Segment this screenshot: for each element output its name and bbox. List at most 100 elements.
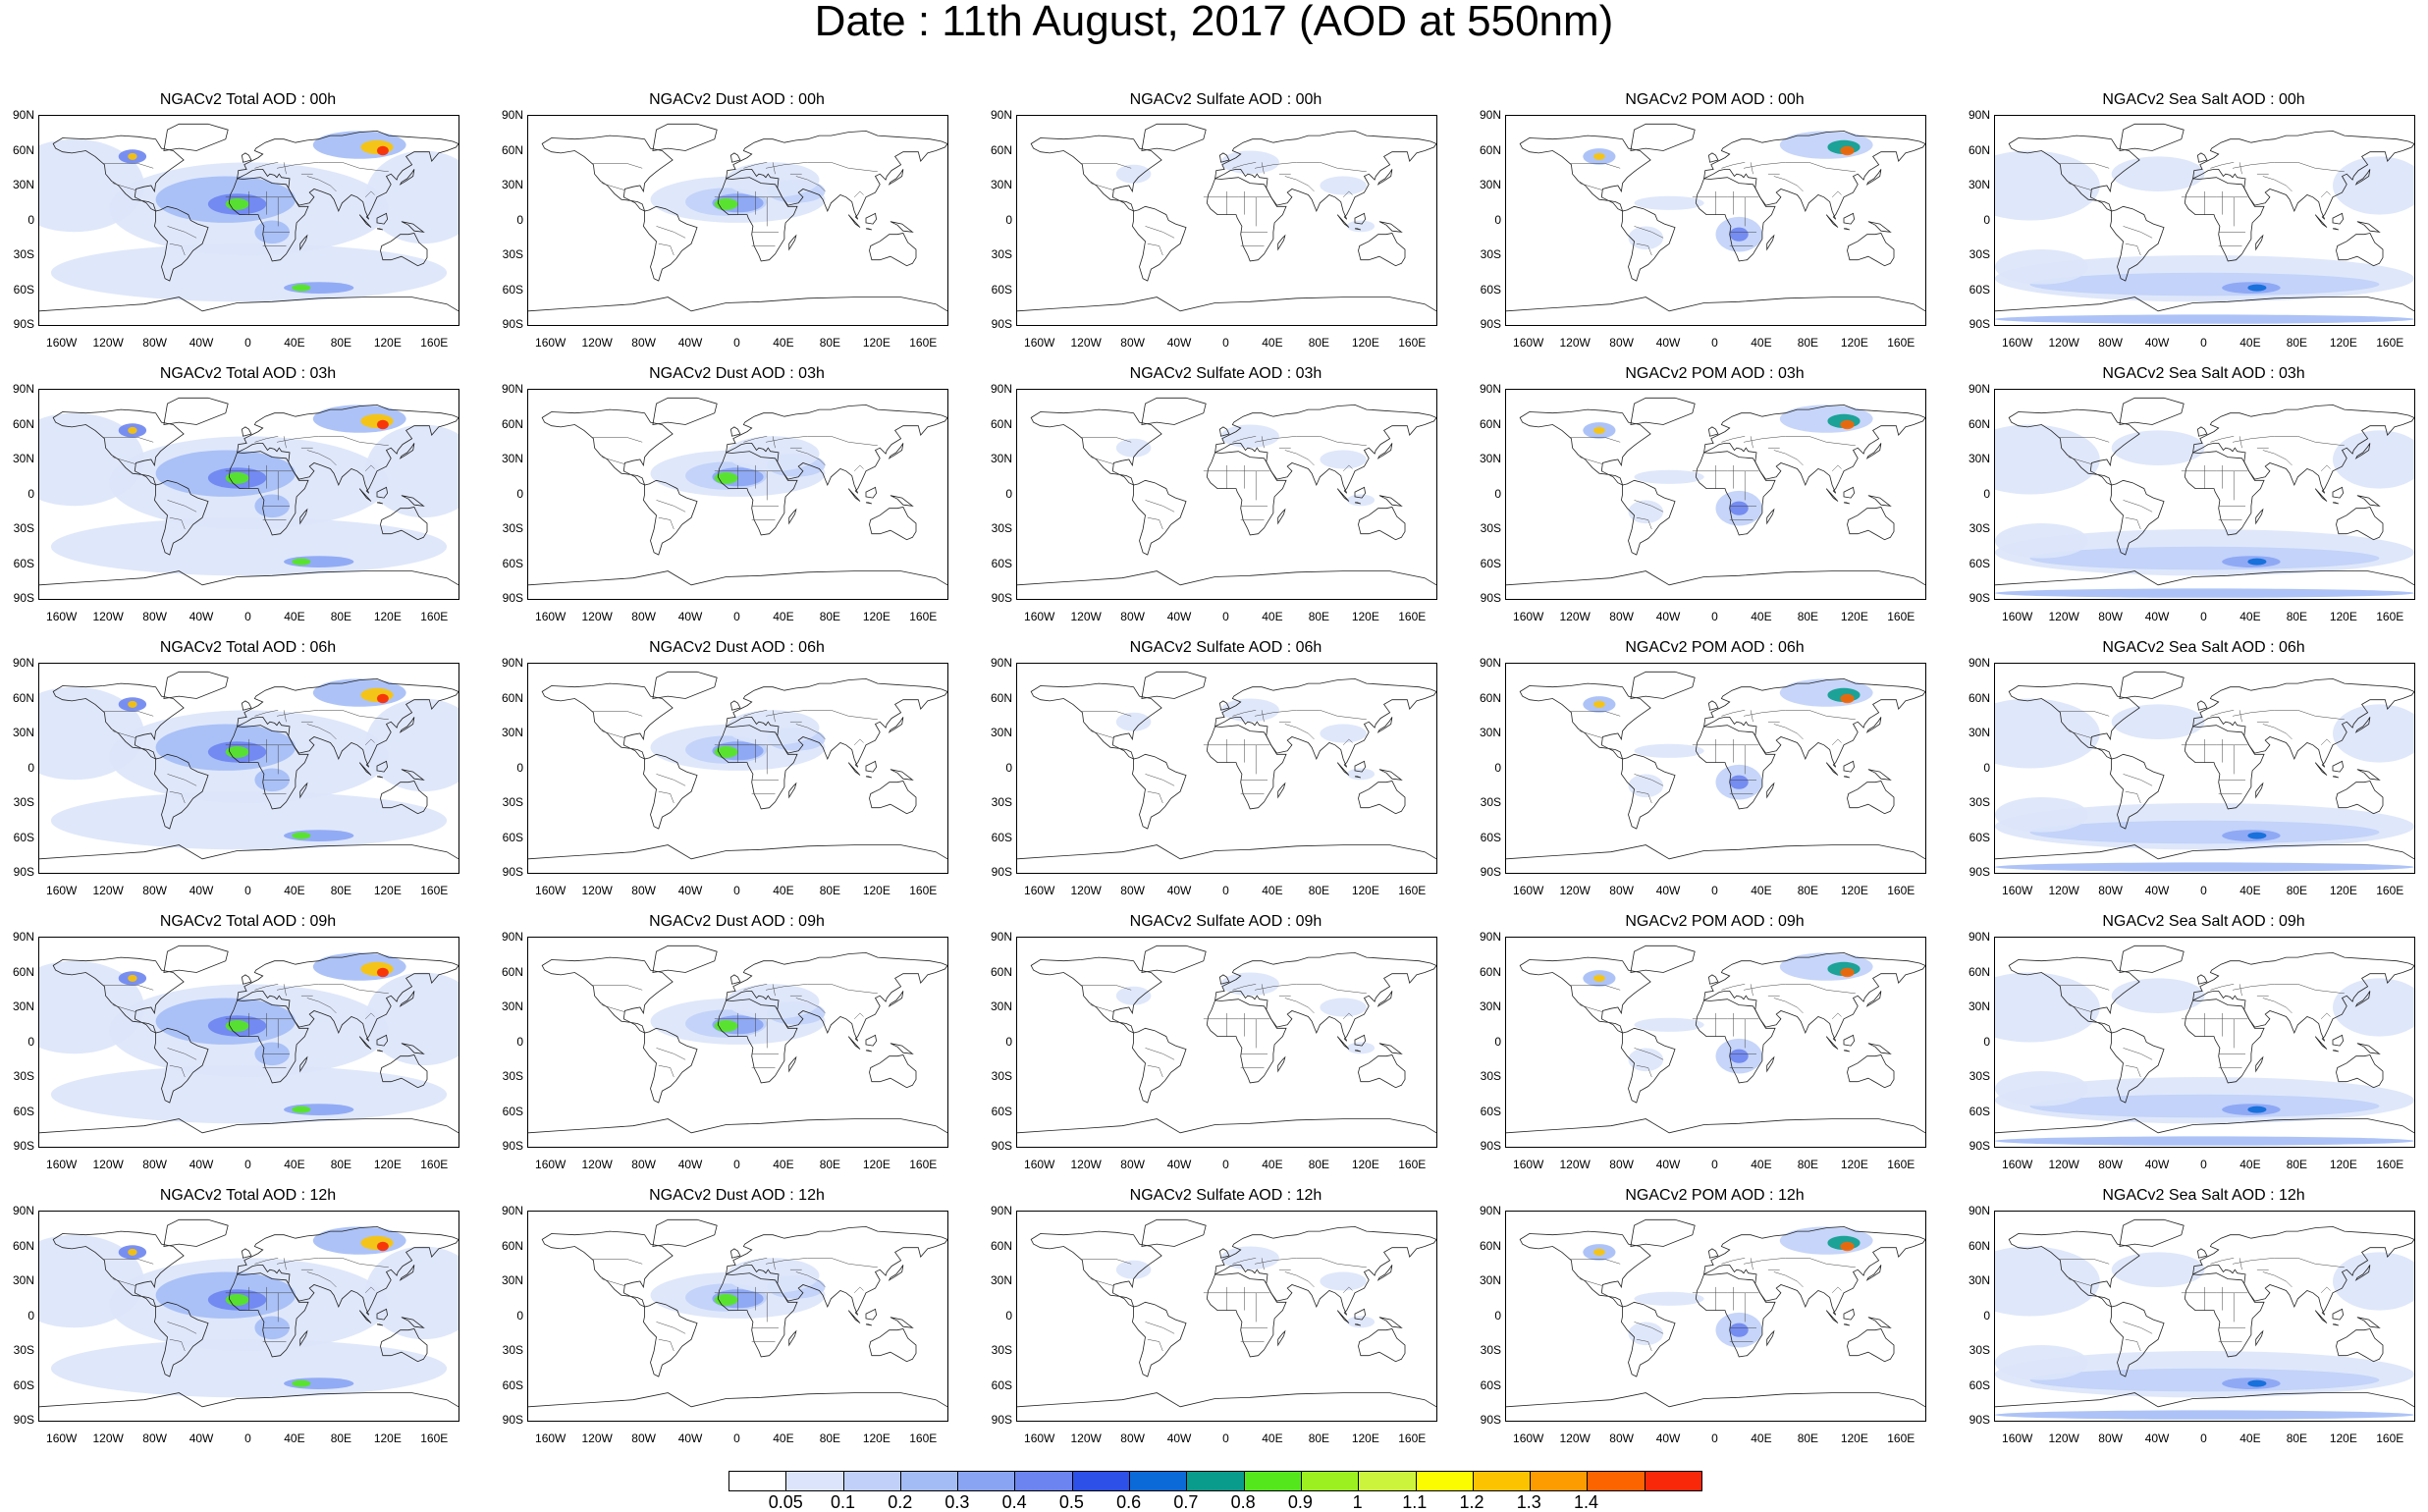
coastline — [1218, 152, 1230, 163]
coastline — [1695, 1272, 1776, 1358]
lon-tick-label: 160E — [2376, 1158, 2404, 1171]
coastline — [865, 1308, 878, 1321]
country-border — [1750, 710, 1754, 723]
lon-tick-label: 0 — [1222, 1431, 1229, 1445]
map-panel — [1016, 1211, 1437, 1422]
lat-tick-label: 30N — [501, 178, 523, 191]
country-border — [1090, 457, 1114, 464]
lon-tick-label: 80W — [142, 884, 167, 897]
aod-shade — [1346, 220, 1376, 233]
coastline — [241, 426, 252, 437]
coastline — [652, 945, 718, 973]
coastline — [1218, 974, 1230, 985]
lat-tick-label: 90S — [1969, 591, 1990, 605]
coastline — [1354, 776, 1362, 779]
country-border — [1634, 500, 1664, 513]
lon-tick-label: 80E — [1308, 884, 1330, 897]
coastline — [528, 570, 947, 586]
country-border — [2123, 1048, 2153, 1060]
coastline — [1030, 682, 1162, 760]
country-border — [1579, 183, 1603, 190]
lon-tick-label: 0 — [1711, 1431, 1718, 1445]
aod-shade — [50, 791, 448, 850]
lon-tick-label: 120W — [1559, 1158, 1591, 1171]
country-border — [2232, 436, 2345, 447]
lat-tick-label: 30S — [502, 1069, 523, 1083]
lat-tick-label: 90S — [13, 1413, 34, 1427]
coastline — [153, 753, 209, 830]
lon-tick-label: 80E — [330, 1431, 352, 1445]
lat-tick-label: 60N — [990, 690, 1012, 705]
coastline — [163, 123, 229, 151]
country-border — [2125, 1064, 2141, 1078]
coastline — [2255, 1329, 2264, 1347]
country-border — [2239, 1258, 2242, 1270]
lat-tick-label: 90S — [502, 591, 523, 605]
country-border — [1254, 1258, 1367, 1269]
map-svg — [1506, 671, 1925, 860]
coastline — [1519, 682, 1651, 760]
coastline — [1277, 782, 1286, 799]
coastline — [729, 700, 741, 711]
map-svg — [39, 123, 459, 312]
aod-shade — [225, 198, 249, 210]
coastline — [1017, 844, 1436, 860]
aod-shade — [1995, 862, 2414, 872]
lon-tick-label: 80E — [330, 884, 352, 897]
aod-shade — [225, 746, 249, 758]
coastline — [1843, 212, 1856, 225]
coastline — [2109, 1027, 2165, 1104]
lat-tick-label: 60S — [502, 830, 523, 844]
colorbar-label: 0.6 — [1116, 1492, 1142, 1512]
coastline — [1865, 1265, 1882, 1281]
coastline — [2332, 486, 2345, 499]
aod-shade — [2111, 704, 2205, 739]
lat-tick-label: 60N — [501, 416, 523, 431]
coastline — [1865, 169, 1882, 186]
country-border — [1261, 436, 1265, 449]
map-svg — [39, 945, 459, 1134]
lon-tick-label: 160W — [2002, 336, 2033, 350]
country-border — [2239, 984, 2242, 997]
aod-shade — [726, 436, 820, 471]
lon-tick-label: 0 — [1711, 884, 1718, 897]
coastline — [1030, 1230, 1162, 1308]
map-panel — [527, 389, 948, 600]
lon-tick-label: 40W — [1655, 1431, 1681, 1445]
map-panel — [1016, 663, 1437, 874]
lat-tick-label: 90S — [991, 1413, 1012, 1427]
lat-tick-label: 0 — [516, 760, 523, 775]
country-border — [1232, 710, 1257, 717]
coastline — [1358, 781, 1406, 815]
country-border — [169, 790, 186, 804]
coastline — [1620, 753, 1676, 830]
lat-tick-label: 30N — [1479, 1273, 1501, 1287]
country-border — [853, 1012, 864, 1019]
coastline — [1358, 507, 1406, 541]
country-border — [2125, 1338, 2141, 1352]
lon-tick-label: 120W — [1070, 1158, 1102, 1171]
lat-tick-label: 90S — [502, 865, 523, 879]
country-border — [1232, 162, 1257, 169]
aod-shade — [714, 1294, 738, 1306]
lon-tick-label: 120E — [2329, 336, 2357, 350]
country-border — [1081, 163, 1132, 169]
coastline — [358, 762, 372, 776]
coastline — [1141, 671, 1207, 699]
lon-tick-label: 160W — [2002, 1431, 2033, 1445]
country-border — [658, 243, 674, 256]
lon-tick-label: 80W — [1609, 1431, 1634, 1445]
country-border — [1579, 730, 1603, 738]
coastline — [237, 130, 459, 220]
lat-tick-label: 30S — [13, 521, 34, 535]
lat-tick-label: 90S — [991, 1139, 1012, 1153]
coastline — [541, 408, 674, 486]
aod-shade — [292, 558, 311, 566]
aod-shade — [2247, 558, 2267, 566]
coastline — [1506, 1118, 1925, 1134]
coastline — [1017, 570, 1436, 586]
colorbar-box — [1359, 1472, 1417, 1490]
lon-tick-label: 160E — [909, 884, 938, 897]
aod-shade — [1995, 698, 2100, 769]
lon-tick-label: 120W — [2048, 1431, 2079, 1445]
